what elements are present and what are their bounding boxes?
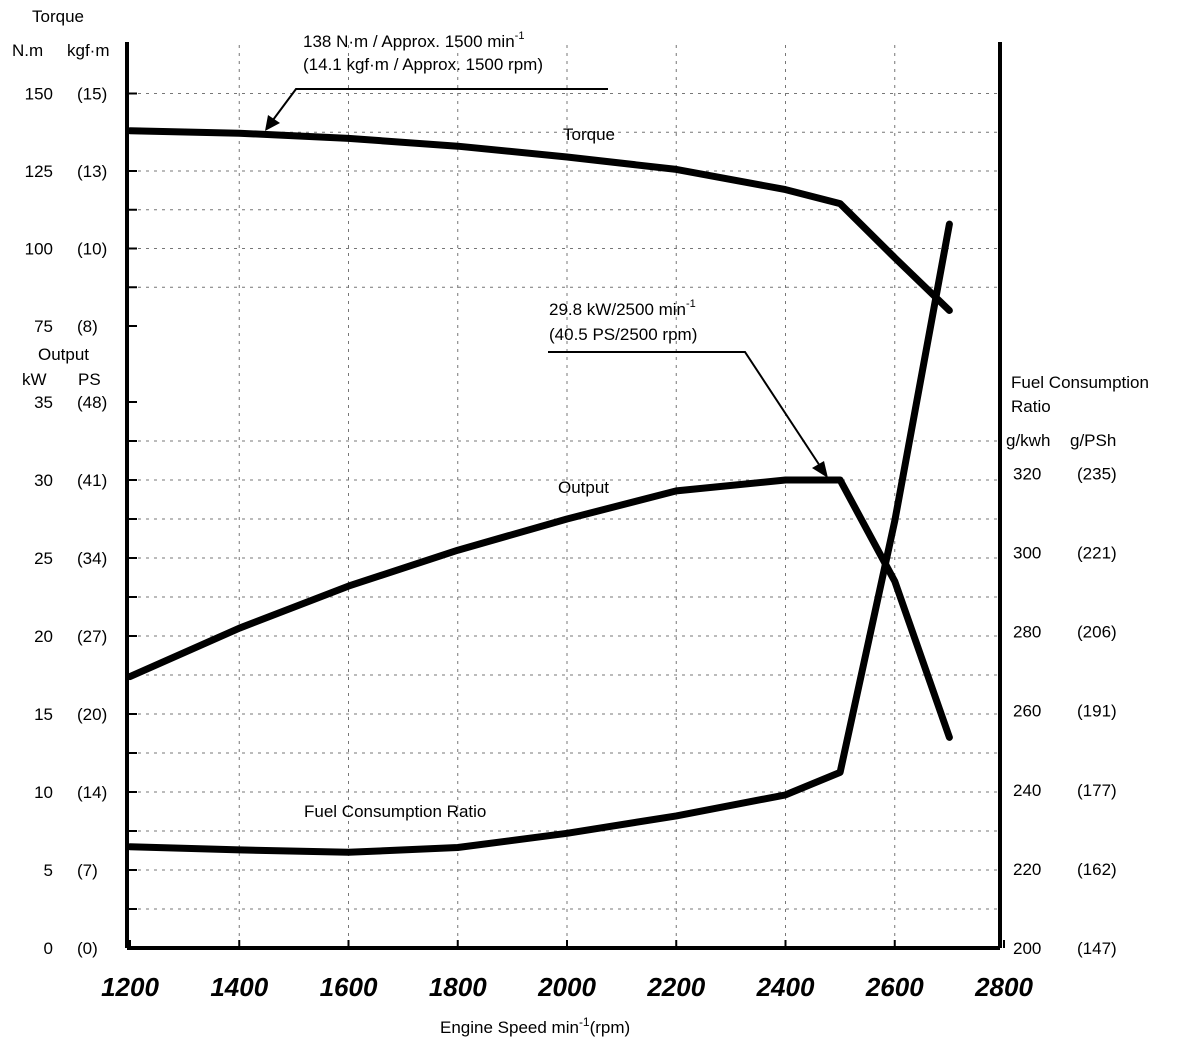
- x-tick-label: 1400: [210, 972, 268, 1002]
- fuel-tick-label-gkwh: 200: [1013, 939, 1041, 958]
- output-tick-label-ps: (27): [77, 627, 107, 646]
- x-axis-title: Engine Speed min-1(rpm): [440, 1015, 630, 1037]
- x-tick-label: 2000: [537, 972, 596, 1002]
- x-tick-label: 1800: [429, 972, 487, 1002]
- fuel-tick-label-gpsh: (191): [1077, 702, 1117, 721]
- output-tick-label-ps: (14): [77, 783, 107, 802]
- fuel-tick-label-gpsh: (206): [1077, 623, 1117, 642]
- fuel-tick-label-gpsh: (221): [1077, 543, 1117, 562]
- output-tick-label-ps: (20): [77, 705, 107, 724]
- fuel-tick-label-gpsh: (162): [1077, 860, 1117, 879]
- series-curves: [126, 127, 953, 856]
- x-tick-label: 2200: [646, 972, 705, 1002]
- output-tick-label-ps: (7): [77, 861, 98, 880]
- fuel-tick-label-gkwh: 320: [1013, 464, 1041, 483]
- output-axis-title: Output: [38, 345, 89, 364]
- torque-tick-label-nm: 75: [34, 317, 53, 336]
- torque-tick-label-kgf: (13): [77, 162, 107, 181]
- series-line-fuel-consumption-ratio: [126, 220, 953, 856]
- torque-peak-annotation-line1-sup: -1: [515, 30, 525, 42]
- x-tick-label: 1600: [320, 972, 378, 1002]
- fuel-tick-labels: 320 (235) 300 (221) 280 (206) 260 (191) 240 (177)…: [1013, 464, 1117, 958]
- output-tick-label-ps: (0): [77, 939, 98, 958]
- output-peak-annotation-line1-text: 29.8 kW/2500 min: [549, 300, 686, 319]
- left-tick-marks: [127, 92, 137, 949]
- output-tick-label-kw: 0: [44, 939, 53, 958]
- output-unit-ps: PS: [78, 370, 101, 389]
- x-tick-label: 2800: [974, 972, 1033, 1002]
- output-tick-label-kw: 5: [44, 861, 53, 880]
- output-tick-label-kw: 10: [34, 783, 53, 802]
- output-tick-label-kw: 15: [34, 705, 53, 724]
- series-line-output: [126, 476, 953, 741]
- fuel-tick-label-gkwh: 260: [1013, 702, 1041, 721]
- fuel-tick-label-gpsh: (177): [1077, 781, 1117, 800]
- torque-tick-label-nm: 100: [25, 240, 53, 259]
- series-label-torque: Torque: [563, 125, 615, 144]
- torque-peak-annotation-line2: (14.1 kgf·m / Approx. 1500 rpm): [303, 55, 543, 74]
- torque-tick-label-kgf: (10): [77, 240, 107, 259]
- fuel-tick-label-gpsh: (235): [1077, 464, 1117, 483]
- fuel-unit-gkwh: g/kwh: [1006, 431, 1050, 450]
- torque-axis-title: Torque: [32, 7, 84, 26]
- torque-peak-annotation-line1: 138 N·m / Approx. 1500 min-1: [303, 30, 524, 51]
- fuel-tick-label-gkwh: 220: [1013, 860, 1041, 879]
- x-axis-title-sup: -1: [579, 1015, 590, 1029]
- torque-tick-label-kgf: (15): [77, 85, 107, 104]
- fuel-tick-label-gpsh: (147): [1077, 939, 1117, 958]
- output-tick-label-kw: 20: [34, 627, 53, 646]
- torque-peak-arrowhead: [265, 115, 280, 131]
- torque-peak-annotation-line1-text: 138 N·m / Approx. 1500 min: [303, 32, 515, 51]
- torque-unit-nm: N.m: [12, 41, 43, 60]
- output-tick-label-ps: (48): [77, 393, 107, 412]
- torque-tick-label-nm: 150: [25, 85, 53, 104]
- torque-tick-labels: 150 (15) 125 (13) 100 (10) 75 (8): [25, 85, 108, 337]
- x-axis-title-main: Engine Speed min: [440, 1018, 579, 1037]
- x-tick-labels: 1200 1400 1600 1800 2000 2200 2400 2600 2800: [101, 972, 1033, 1002]
- series-line-torque: [126, 127, 953, 314]
- fuel-tick-label-gkwh: 300: [1013, 543, 1041, 562]
- x-tick-marks: [129, 940, 1005, 948]
- torque-unit-kgf: kgf·m: [67, 41, 110, 60]
- fuel-tick-label-gkwh: 280: [1013, 623, 1041, 642]
- output-tick-label-ps: (34): [77, 549, 107, 568]
- output-peak-leader-line: [548, 351, 821, 467]
- x-axis-title-tail: (rpm): [590, 1018, 631, 1037]
- series-label-fuel: Fuel Consumption Ratio: [304, 802, 486, 821]
- output-tick-label-kw: 35: [34, 393, 53, 412]
- torque-peak-leader-line: [269, 88, 608, 125]
- torque-tick-label-nm: 125: [25, 162, 53, 181]
- output-unit-kw: kW: [22, 370, 47, 389]
- fuel-axis-title-line2: Ratio: [1011, 397, 1051, 416]
- torque-tick-label-kgf: (8): [77, 317, 98, 336]
- fuel-unit-gpsh: g/PSh: [1070, 431, 1116, 450]
- output-tick-label-ps: (41): [77, 471, 107, 490]
- fuel-axis-title-line1: Fuel Consumption: [1011, 373, 1149, 392]
- output-peak-annotation-line1: 29.8 kW/2500 min-1: [549, 298, 696, 319]
- x-tick-label: 2600: [865, 972, 924, 1002]
- output-tick-label-kw: 30: [34, 471, 53, 490]
- x-tick-label: 1200: [101, 972, 159, 1002]
- series-label-output: Output: [558, 478, 609, 497]
- output-peak-annotation-line1-sup: -1: [686, 298, 696, 310]
- output-peak-arrowhead: [812, 461, 828, 478]
- x-tick-label: 2400: [756, 972, 815, 1002]
- output-tick-labels: 35 (48) 30 (41) 25 (34) 20 (27) 15 (20) 10 (14) 5 (7)…: [34, 393, 107, 958]
- output-tick-label-kw: 25: [34, 549, 53, 568]
- fuel-tick-label-gkwh: 240: [1013, 781, 1041, 800]
- output-peak-annotation-line2: (40.5 PS/2500 rpm): [549, 325, 697, 344]
